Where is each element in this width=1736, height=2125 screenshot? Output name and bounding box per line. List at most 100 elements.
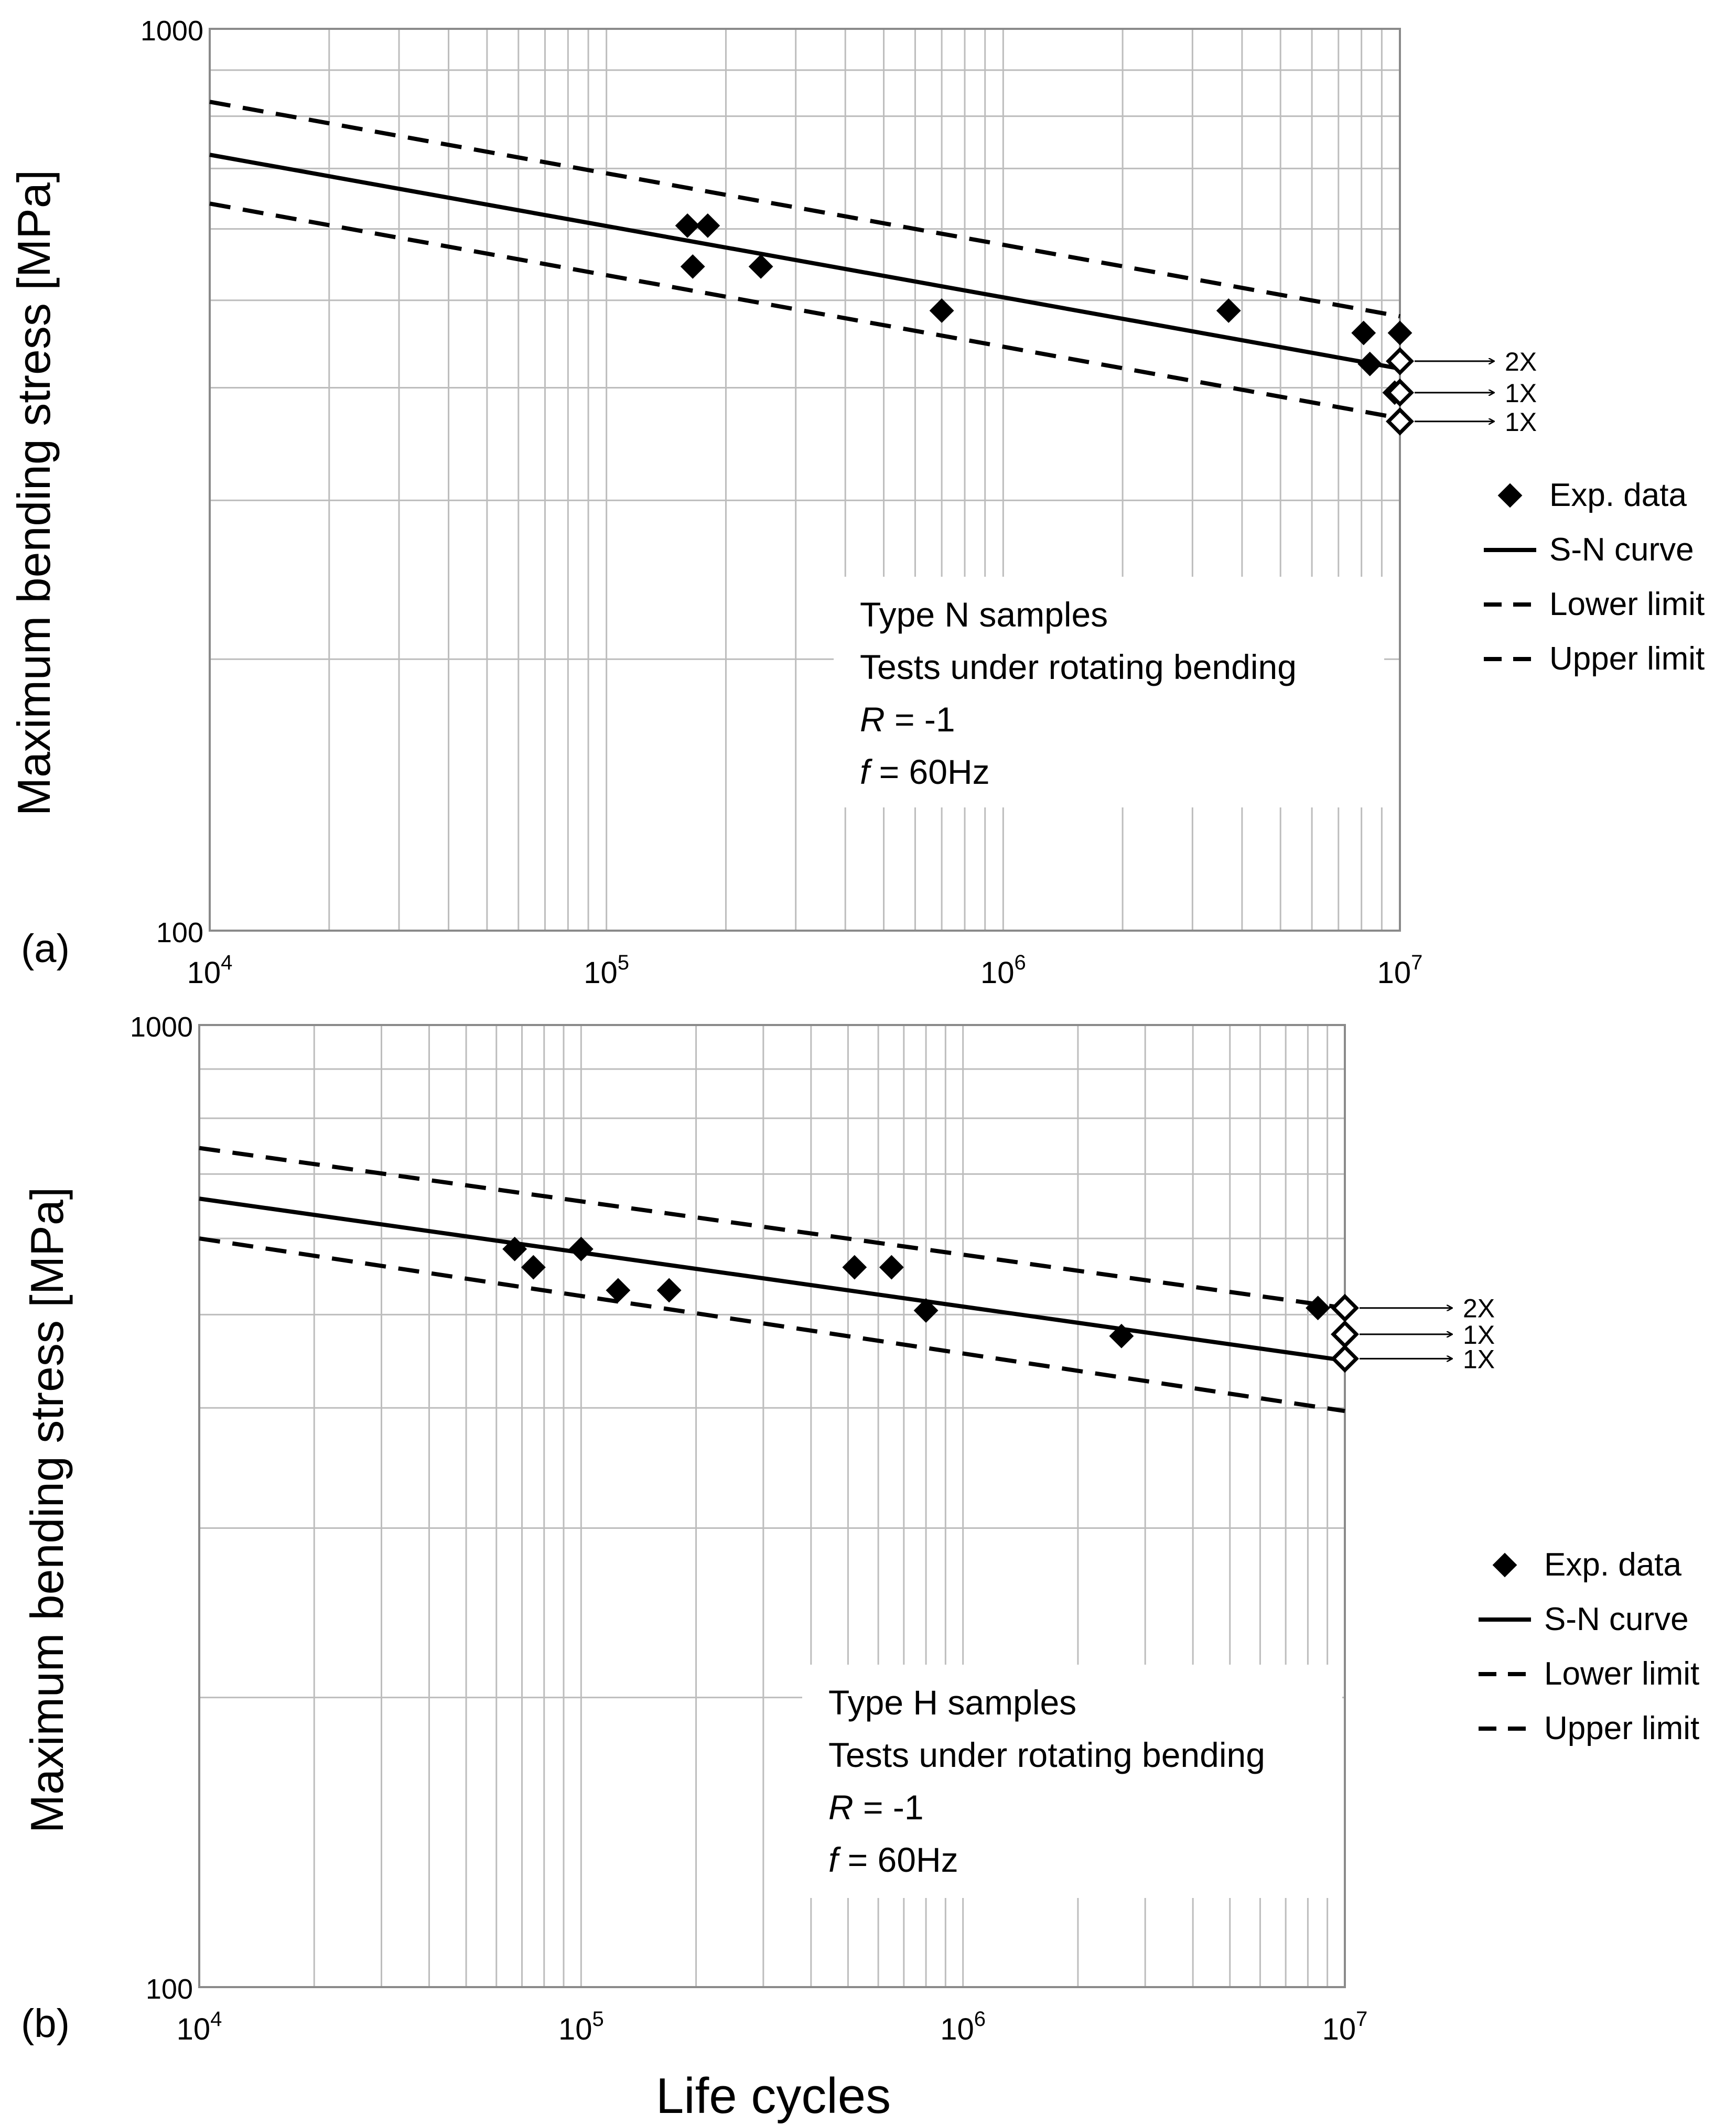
series-line-lower-limit [209,201,1400,420]
data-point [1306,1296,1331,1321]
points-b [502,1236,1359,1373]
runout-point [1386,407,1414,436]
legend-b: Exp. data S-N curve Lower limit Upper limit [1479,1547,1699,1746]
data-point [1357,351,1383,376]
x-tick-label: 104 [187,951,233,990]
x-tick-exponent: 7 [1356,2008,1367,2031]
runout-point [1331,1293,1359,1322]
data-point [842,1255,867,1280]
panel-label-a: (a) [21,926,70,971]
annotation-b: Type H samples Tests under rotating bendi… [802,1665,1342,1898]
x-tick-base: 10 [187,956,221,990]
legend-label: Exp. data [1549,477,1687,513]
x-tick-exponent: 4 [221,951,232,974]
data-point [1216,298,1241,323]
data-point [748,254,773,279]
x-tick-base: 10 [940,2012,974,2046]
legend-label: Upper limit [1549,641,1705,677]
y-axis-title-a: Maximum bending stress [MPa] [8,170,60,816]
data-point [1387,320,1412,346]
plot-frame [198,1024,1346,1988]
annotation-line-4: f = 60Hz [828,1840,958,1879]
x-tick-base: 10 [558,2012,592,2046]
series-line-s-n-curve [199,1196,1345,1363]
x-tick-exponent: 5 [618,951,629,974]
annotation-line-2: Tests under rotating bending [860,648,1297,686]
data-point [879,1255,904,1280]
x-tick-base: 10 [980,956,1015,990]
runout-label: 2X [1463,1294,1495,1323]
annotation-line-1: Type N samples [860,595,1108,634]
annotation-line-3: R = -1 [828,1788,924,1827]
annotation-f-value: = 60Hz [869,752,989,791]
data-point [502,1236,527,1261]
series-line-lower-limit [199,1236,1345,1414]
x-tick-label: 107 [1322,2008,1368,2046]
annotation-line-3: R = -1 [860,700,955,739]
legend-swatch-exp-data [1492,1552,1517,1578]
data-point [929,298,954,323]
x-tick-exponent: 4 [210,2008,222,2031]
y-tick-label: 1000 [130,1011,193,1043]
series-line-upper-limit [199,1146,1345,1310]
annotation-line-4: f = 60Hz [860,752,990,791]
data-point [675,213,700,238]
series-line-upper-limit [209,100,1400,319]
x-tick-label: 106 [980,951,1026,990]
data-point [695,213,720,238]
legend-label: Exp. data [1544,1547,1681,1583]
x-tick-base: 10 [177,2012,211,2046]
runout-point [1386,378,1414,407]
legend-label: Lower limit [1549,586,1705,622]
lines-b [199,1146,1345,1414]
annotation-r-symbol: R [828,1788,854,1827]
points-a [675,213,1414,436]
x-tick-base: 10 [1377,956,1411,990]
x-tick-label: 105 [558,2008,604,2046]
legend-swatch-exp-data [1497,483,1523,508]
runout-label: 1X [1463,1320,1495,1350]
x-tick-label: 106 [940,2008,986,2046]
runout-label: 1X [1505,407,1537,437]
data-point [1351,320,1376,346]
runout-label: 1X [1463,1344,1495,1374]
annotation-line-1: Type H samples [828,1683,1076,1722]
x-tick-label: 104 [177,2008,222,2046]
annotation-r-value: = -1 [854,1788,924,1827]
legend-label: S-N curve [1544,1601,1689,1637]
x-tick-exponent: 5 [592,2008,603,2031]
legend-label: S-N curve [1549,532,1694,568]
x-tick-exponent: 7 [1411,951,1422,974]
runout-label: 2X [1505,347,1537,376]
lines-a [209,100,1400,420]
data-point [568,1236,594,1261]
runout-point [1331,1344,1359,1373]
y-axis-title-b: Maximum bending stress [MPa] [21,1187,73,1833]
runout-point [1331,1320,1359,1349]
data-point [913,1298,939,1323]
x-tick-exponent: 6 [974,2008,986,2031]
y-tick-label: 100 [146,1973,193,2005]
legend-label: Lower limit [1544,1656,1699,1692]
data-point [1109,1323,1134,1349]
x-tick-exponent: 6 [1014,951,1026,974]
runout-point [1386,347,1414,375]
x-tick-base: 10 [1322,2012,1356,2046]
annotation-r-symbol: R [860,700,885,739]
annotation-a: Type N samples Tests under rotating bendi… [834,577,1384,807]
y-tick-label: 1000 [141,15,203,47]
x-axis-title: Life cycles [656,2068,891,2124]
panel-label-b: (b) [21,2001,70,2046]
series-line-s-n-curve [209,153,1400,371]
legend-label: Upper limit [1544,1710,1699,1746]
annotation-box [802,1665,1342,1898]
annotation-box [834,577,1384,807]
annotation-line-2: Tests under rotating bending [828,1735,1265,1774]
